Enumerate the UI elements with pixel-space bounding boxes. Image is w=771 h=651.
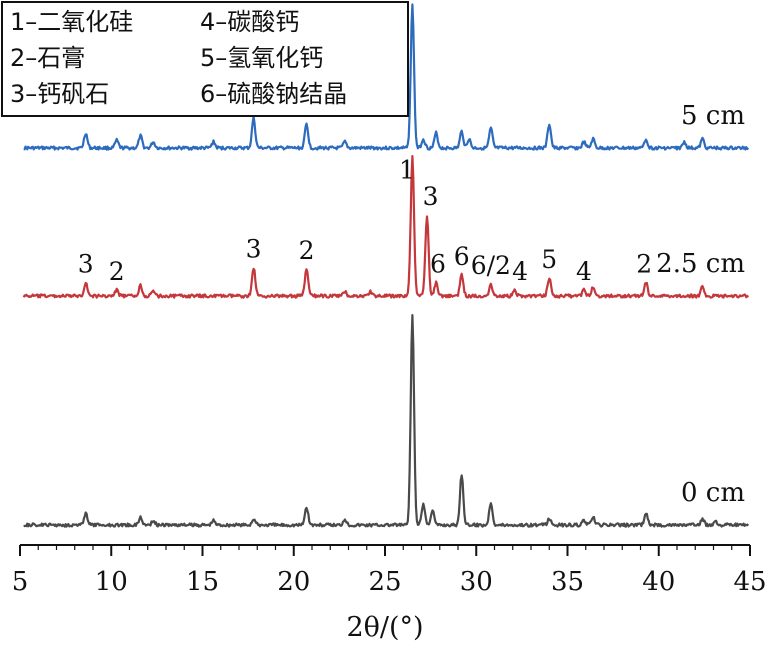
legend-entry-4: 4–碳酸钙 [200, 8, 299, 36]
series-layer [22, 3, 750, 528]
x-tick-label: 45 [733, 567, 766, 597]
legend-entry-6: 6–硫酸钠结晶 [200, 80, 347, 108]
x-tick-label: 40 [642, 567, 675, 597]
peak-annotation: 3 [423, 182, 439, 211]
peak-annotation: 6 [430, 250, 446, 279]
x-axis-title: 2θ/(°) [346, 612, 423, 643]
peak-annotation: 6/2 [471, 251, 511, 280]
peak-annotation: 5 [541, 245, 557, 274]
x-tick-label: 20 [277, 567, 310, 597]
legend-entry-3: 3–钙矾石 [10, 80, 109, 108]
series-label-2_5-cm: 2.5 cm [656, 249, 745, 279]
x-tick-label: 35 [551, 567, 584, 597]
legend-box [1, 1, 409, 117]
legend: 1–二氧化硅 4–碳酸钙 2–石膏 5–氢氧化钙 3–钙矾石 6–硫酸钠结晶 [1, 1, 409, 117]
peak-annotation: 3 [78, 250, 94, 279]
series-line-0-cm [23, 314, 750, 528]
legend-entry-2: 2–石膏 [10, 44, 85, 72]
x-tick-label: 10 [95, 567, 128, 597]
x-axis-ticks: 5 10 15 20 25 30 35 40 45 [12, 545, 767, 597]
x-tick-label: 15 [186, 567, 219, 597]
series-label-layer: 5 cm 2.5 cm 0 cm [656, 101, 745, 508]
series-label-0-cm: 0 cm [681, 478, 745, 508]
peak-annotation: 2 [636, 250, 652, 279]
series-line-5-cm [23, 3, 750, 151]
peak-annotation: 2 [299, 236, 315, 265]
x-tick-label: 30 [460, 567, 493, 597]
x-tick-label: 5 [12, 567, 29, 597]
x-tick-label: 25 [368, 567, 401, 597]
peak-annotation: 6 [454, 242, 470, 271]
peak-annotation: 4 [576, 257, 592, 286]
peak-annotation: 3 [246, 235, 262, 264]
peak-annotation: 4 [512, 257, 528, 286]
series-line-2_5-cm [22, 155, 750, 299]
legend-entry-5: 5–氢氧化钙 [200, 44, 323, 72]
peak-annotation: 2 [109, 257, 125, 286]
series-label-5-cm: 5 cm [681, 101, 745, 131]
peak-annotation: 1 [399, 156, 415, 185]
legend-entry-1: 1–二氧化硅 [10, 8, 133, 36]
